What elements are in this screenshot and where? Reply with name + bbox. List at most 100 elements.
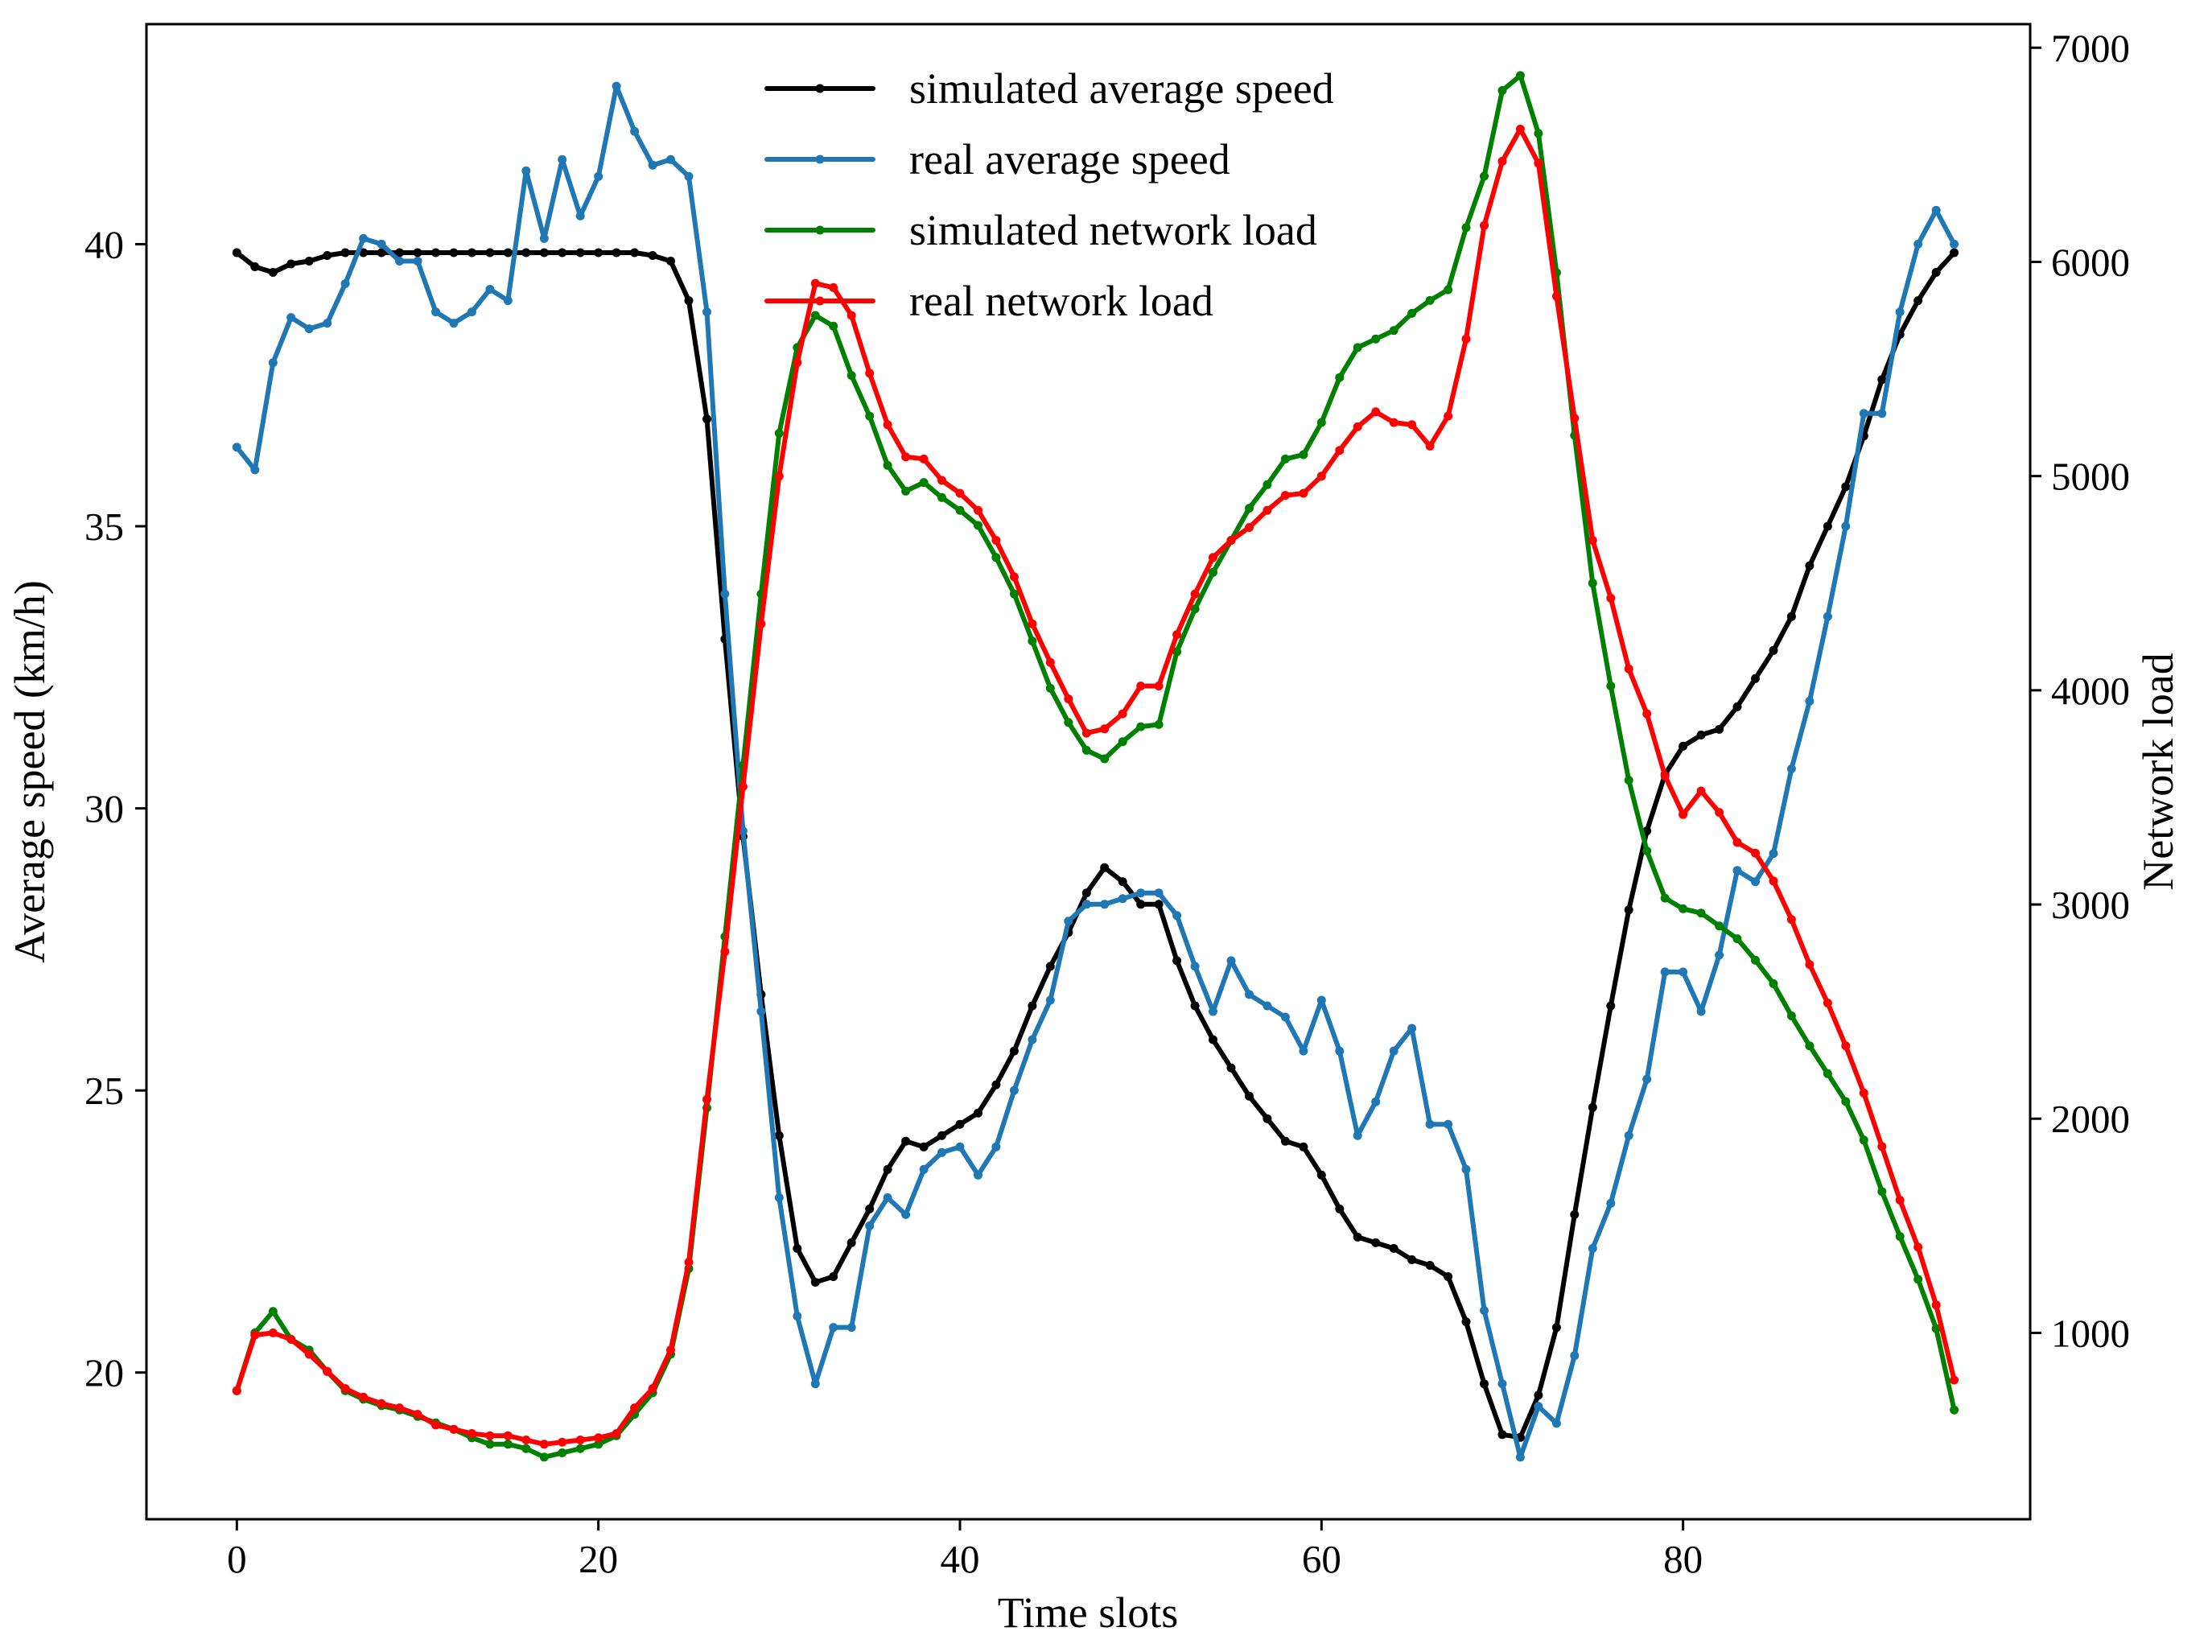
data-point <box>1715 724 1724 734</box>
data-point <box>829 282 838 292</box>
data-point <box>1444 285 1453 295</box>
data-point <box>1209 553 1217 562</box>
data-point <box>1407 1255 1417 1264</box>
data-point <box>1786 764 1796 773</box>
data-point <box>340 279 350 288</box>
data-point <box>919 1142 929 1151</box>
data-point <box>1100 863 1110 872</box>
y-right-tick-label: 3000 <box>2051 883 2130 927</box>
data-point <box>1696 730 1706 739</box>
data-point <box>648 1384 657 1394</box>
data-point <box>594 248 603 257</box>
data-point <box>1100 754 1110 764</box>
data-point <box>720 947 730 957</box>
data-point <box>702 307 711 317</box>
data-point <box>883 460 892 470</box>
data-point <box>1299 450 1308 459</box>
data-point <box>1299 488 1308 498</box>
data-point <box>1081 728 1091 738</box>
data-point <box>1280 454 1290 463</box>
data-point <box>1786 915 1796 925</box>
data-point <box>1081 888 1091 898</box>
data-point <box>1859 1135 1868 1145</box>
data-point <box>829 1323 838 1333</box>
data-point <box>431 307 440 317</box>
data-point <box>1551 1419 1561 1428</box>
data-point <box>485 1431 495 1440</box>
data-point <box>865 1204 875 1213</box>
data-point <box>1642 847 1652 855</box>
data-point <box>1461 1317 1471 1327</box>
data-point <box>1805 1041 1814 1051</box>
data-point <box>250 262 260 271</box>
legend-entry: simulated average speed <box>764 64 1334 113</box>
data-point <box>1751 674 1760 683</box>
data-point <box>268 358 278 368</box>
data-point <box>1534 129 1543 138</box>
data-point <box>1588 536 1597 545</box>
series-real-network-load <box>232 124 1959 1449</box>
data-point <box>1660 771 1670 781</box>
data-point <box>774 1131 784 1140</box>
data-point <box>793 1312 802 1321</box>
legend-marker <box>815 84 825 93</box>
data-point <box>1190 962 1200 971</box>
data-point <box>1100 900 1110 909</box>
y-right-tick-label: 5000 <box>2051 455 2130 499</box>
data-point <box>594 1433 603 1443</box>
data-point <box>377 1399 386 1408</box>
data-point <box>1551 291 1561 301</box>
data-point <box>1335 373 1345 382</box>
data-point <box>955 1142 965 1151</box>
data-point <box>521 248 531 257</box>
data-point <box>539 1452 549 1462</box>
data-point <box>503 248 513 257</box>
data-point <box>1045 683 1055 693</box>
data-point <box>340 1384 350 1394</box>
data-point <box>1732 838 1742 847</box>
data-point <box>1534 1402 1543 1411</box>
data-point <box>1480 171 1489 181</box>
data-point <box>1823 1069 1832 1078</box>
data-point <box>810 311 820 320</box>
x-tick-label: 20 <box>579 1537 618 1581</box>
data-point <box>431 1420 440 1430</box>
data-point <box>1172 956 1182 966</box>
data-point <box>467 248 476 257</box>
data-point <box>413 257 422 266</box>
data-point <box>521 1444 531 1453</box>
data-point <box>1715 921 1724 931</box>
data-point <box>594 171 603 181</box>
data-point <box>1226 536 1236 545</box>
data-point <box>323 319 332 328</box>
data-point <box>1769 979 1778 988</box>
data-point <box>1805 561 1814 571</box>
data-point <box>1009 1046 1019 1056</box>
data-point <box>1515 124 1525 134</box>
data-point <box>720 589 730 599</box>
data-point <box>974 1108 982 1118</box>
series-simulated-network-load <box>232 71 1959 1462</box>
data-point <box>575 211 585 220</box>
x-tick-label: 0 <box>227 1537 247 1581</box>
data-point <box>1226 956 1236 966</box>
data-point <box>774 472 784 481</box>
data-point <box>503 1431 513 1440</box>
data-point <box>1931 1324 1941 1333</box>
data-point <box>974 521 982 530</box>
data-point <box>846 371 856 381</box>
data-point <box>612 1429 621 1438</box>
data-point <box>630 126 640 136</box>
data-point <box>1154 719 1164 729</box>
data-point <box>485 1440 495 1449</box>
data-point <box>575 248 585 257</box>
data-point <box>1226 1063 1236 1073</box>
data-point <box>702 1094 711 1104</box>
data-point <box>1263 480 1272 489</box>
data-point <box>1461 334 1471 344</box>
data-point <box>648 160 657 170</box>
data-point <box>1515 71 1525 80</box>
data-point <box>1841 1041 1851 1051</box>
data-point <box>919 454 929 463</box>
